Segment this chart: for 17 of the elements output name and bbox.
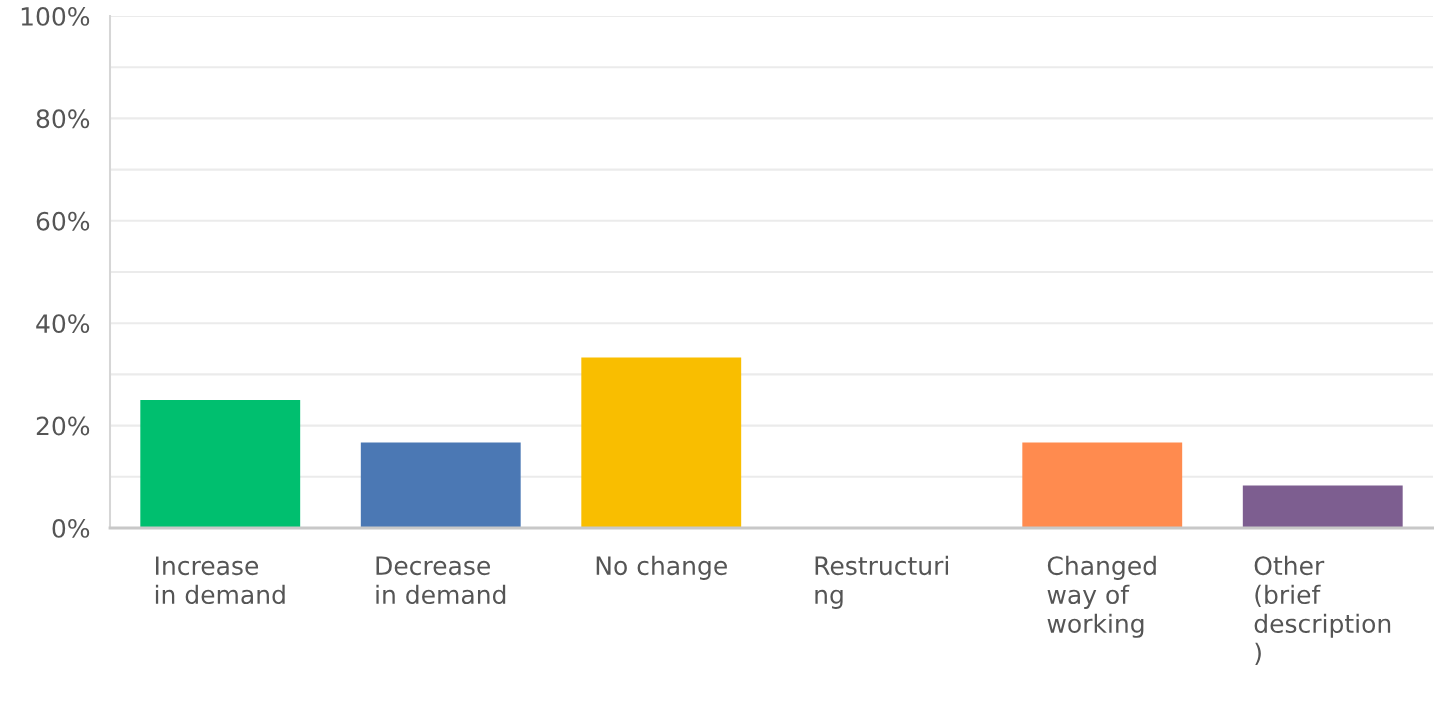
x-tick-label: Restructuri ng xyxy=(815,555,948,609)
x-tick-label: Increase in demand xyxy=(155,556,285,605)
bar xyxy=(360,442,521,528)
y-tick-label: 20% xyxy=(36,416,90,436)
y-tick-label: 60% xyxy=(36,211,90,231)
y-tick-label: 0% xyxy=(52,518,90,538)
bar xyxy=(140,400,301,528)
bar xyxy=(581,357,742,528)
bar xyxy=(1242,485,1403,528)
y-tick-label: 80% xyxy=(36,109,90,129)
x-tick-label: No change xyxy=(596,555,727,580)
bar xyxy=(1022,442,1183,528)
x-tick-label: Decrease in demand xyxy=(376,556,506,605)
y-tick-label: 100% xyxy=(21,6,90,26)
x-tick-label: Changed way of working xyxy=(1047,555,1156,638)
y-tick-label: 40% xyxy=(36,314,90,334)
x-tick-label: Other (brief description ) xyxy=(1254,555,1391,665)
